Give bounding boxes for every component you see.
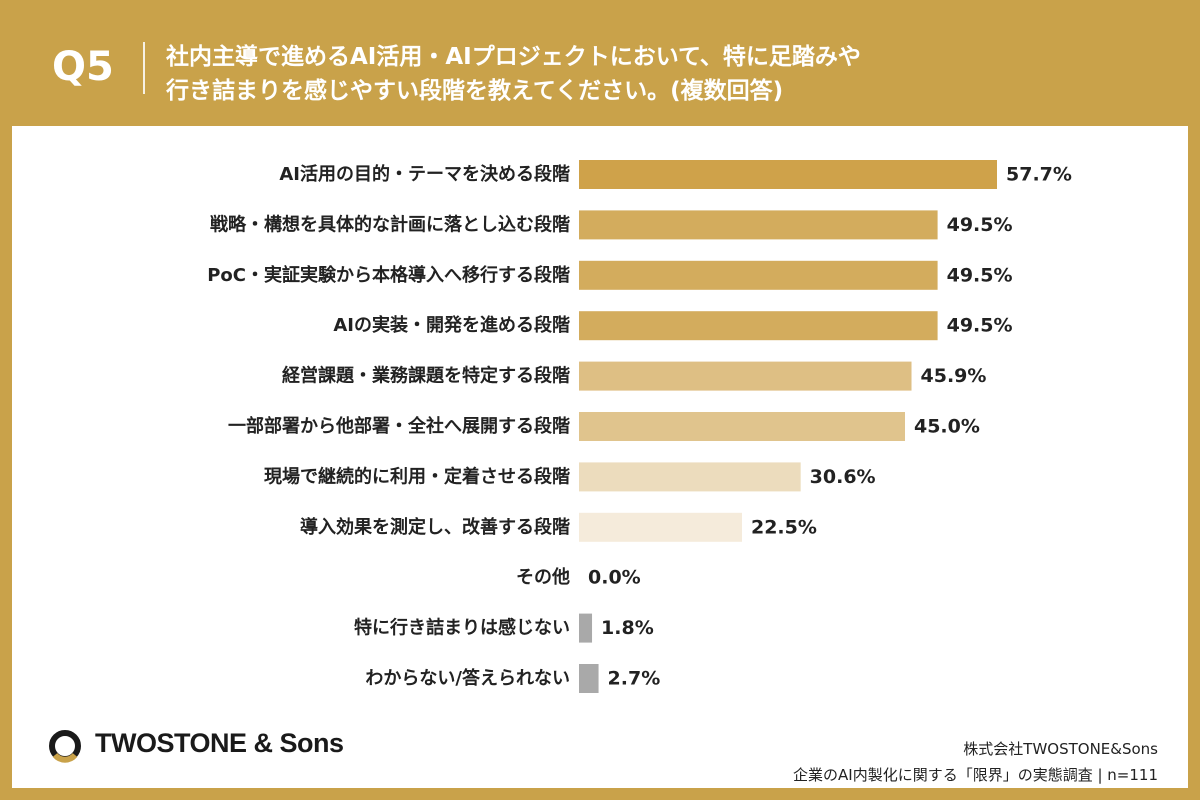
bar-chart: AI活用の目的・テーマを決める段階 57.7% 戦略・構想を具体的な計画に落とし込む… xyxy=(207,160,1072,693)
value-label: 22.5% xyxy=(751,516,817,538)
bar xyxy=(579,613,593,643)
category-label: 導入効果を測定し、改善する段階 xyxy=(300,516,570,538)
bar xyxy=(579,311,938,341)
header-divider xyxy=(143,42,145,94)
category-label: 現場で継続的に利用・定着させる段階 xyxy=(264,465,570,487)
value-label: 1.8% xyxy=(601,617,654,639)
category-label: PoC・実証実験から本格導入へ移行する段階 xyxy=(207,264,570,286)
value-label: 30.6% xyxy=(810,466,876,488)
bar xyxy=(579,412,905,441)
category-label: AI活用の目的・テーマを決める段階 xyxy=(279,163,570,185)
bar xyxy=(579,512,742,542)
chart-panel: AI活用の目的・テーマを決める段階 57.7% 戦略・構想を具体的な計画に落とし込む… xyxy=(12,126,1188,788)
category-label: 戦略・構想を具体的な計画に落とし込む段階 xyxy=(210,213,570,235)
question-title: 社内主導で進めるAI活用・AIプロジェクトにおいて、特に足踏みや 行き詰まりを感… xyxy=(166,40,1166,108)
question-title-line-1: 社内主導で進めるAI活用・AIプロジェクトにおいて、特に足踏みや xyxy=(166,44,861,70)
value-label: 2.7% xyxy=(608,668,661,690)
value-label: 45.9% xyxy=(921,365,987,387)
value-label: 49.5% xyxy=(947,264,1013,286)
category-label: その他 xyxy=(516,566,570,588)
value-label: 0.0% xyxy=(588,567,641,589)
value-label: 49.5% xyxy=(947,214,1013,236)
category-label: 一部部署から他部署・全社へ展開する段階 xyxy=(228,415,570,437)
category-label: 特に行き詰まりは感じない xyxy=(354,617,570,639)
logo-mark-icon xyxy=(49,730,81,763)
value-label: 49.5% xyxy=(947,315,1013,337)
question-number: Q5 xyxy=(52,44,114,90)
company-name: 株式会社TWOSTONE&Sons xyxy=(963,740,1158,758)
survey-info: 企業のAI内製化に関する「限界」の実態調査 | n=111 xyxy=(793,766,1158,784)
question-title-line-2: 行き詰まりを感じやすい段階を教えてください。(複数回答) xyxy=(166,78,784,104)
bar xyxy=(579,462,801,492)
category-label: AIの実装・開発を進める段階 xyxy=(333,314,570,336)
value-label: 45.0% xyxy=(914,416,980,438)
logo-text: TWOSTONE & Sons xyxy=(95,728,344,758)
category-label: 経営課題・業務課題を特定する段階 xyxy=(282,365,570,387)
bar xyxy=(579,160,997,189)
value-label: 57.7% xyxy=(1006,164,1072,186)
bar xyxy=(579,210,938,240)
category-label: わからない/答えられない xyxy=(365,667,570,689)
bar xyxy=(579,664,599,693)
source-credit: 株式会社TWOSTONE&Sons 企業のAI内製化に関する「限界」の実態調査 … xyxy=(793,736,1158,788)
bar xyxy=(579,260,938,290)
bar xyxy=(579,361,912,391)
header: Q5 社内主導で進めるAI活用・AIプロジェクトにおいて、特に足踏みや 行き詰ま… xyxy=(0,0,1200,125)
